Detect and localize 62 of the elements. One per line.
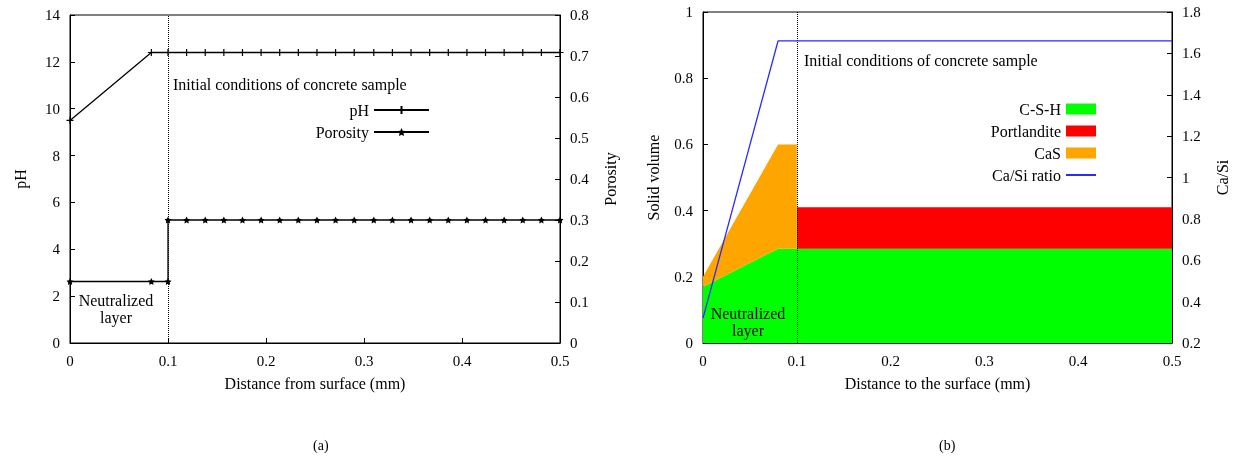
- y2-tick-label: 0: [570, 335, 578, 351]
- legend-label: Portlandite: [990, 122, 1061, 140]
- x-tick-label: 0.5: [1162, 352, 1182, 369]
- x-tick-label: 0.4: [452, 352, 472, 369]
- y2-tick-label: 0.7: [570, 48, 590, 64]
- y-tick-label: 2: [52, 288, 60, 305]
- x-tick-label: 0: [699, 352, 707, 369]
- y-tick-label: 0.8: [674, 70, 693, 87]
- y2-tick-label: 1.6: [1182, 45, 1202, 62]
- x-tick-label: 0.5: [550, 352, 570, 369]
- legend-label: Ca/Si ratio: [992, 166, 1061, 184]
- y2-tick-label: 0.8: [570, 7, 589, 23]
- legend-label: C-S-H: [1019, 100, 1062, 118]
- y2-tick-label: 0.2: [570, 253, 589, 269]
- y2-axis-title: Porosity: [601, 152, 620, 206]
- y2-tick-label: 0.1: [570, 294, 589, 310]
- y2-tick-label: 0.4: [1182, 293, 1202, 310]
- x-tick-label: 0.1: [158, 352, 178, 369]
- y-tick-label: 0: [685, 335, 693, 351]
- y-axis-title: pH: [11, 168, 30, 189]
- legend-label: Porosity: [315, 123, 369, 142]
- y2-tick-label: 1: [1182, 169, 1190, 186]
- annotation: Initial conditions of concrete sample: [804, 52, 1038, 70]
- annotation: Neutralized layer: [710, 305, 786, 340]
- legend-label: CaS: [1034, 144, 1061, 162]
- legend-label: pH: [349, 101, 370, 120]
- y2-tick-label: 1.4: [1182, 86, 1202, 103]
- y2-tick-label: 0.6: [570, 89, 590, 105]
- y-axis-title: Solid volume: [644, 134, 662, 221]
- y-tick-label: 12: [45, 53, 60, 70]
- x-tick-label: 0.2: [881, 352, 900, 369]
- y-tick-label: 10: [45, 100, 60, 117]
- annotation: Neutralized layer: [78, 292, 154, 327]
- y-tick-label: 4: [52, 241, 61, 258]
- y-tick-label: 0.2: [674, 268, 693, 285]
- y2-tick-label: 0.4: [570, 171, 590, 187]
- y-tick-label: 1: [685, 4, 693, 20]
- y-tick-label: 0.6: [674, 136, 694, 153]
- y2-axis-title: Ca/Si: [1213, 159, 1231, 196]
- x-tick-label: 0.2: [256, 352, 276, 369]
- y2-tick-label: 0.8: [1182, 210, 1201, 227]
- text: (b): [939, 438, 956, 454]
- x-tick-label: 0.3: [975, 352, 994, 369]
- y-tick-label: 0.4: [674, 202, 694, 219]
- x-axis-title: Distance to the surface (mm): [844, 374, 1031, 393]
- y-tick-label: 14: [45, 7, 61, 23]
- y-tick-label: 6: [52, 194, 61, 211]
- text: (a): [313, 438, 329, 454]
- y2-tick-label: 1.8: [1182, 4, 1201, 20]
- y2-tick-label: 0.2: [1182, 335, 1201, 351]
- x-tick-label: 0.4: [1068, 352, 1089, 369]
- y2-tick-label: 1.2: [1182, 128, 1201, 145]
- x-tick-label: 0.1: [787, 352, 807, 369]
- x-axis-title: Distance from surface (mm): [224, 374, 406, 393]
- y-tick-label: 8: [52, 147, 60, 164]
- y2-tick-label: 0.3: [570, 212, 589, 228]
- annotation: Initial conditions of concrete sample: [173, 76, 407, 94]
- y-tick-label: 0: [52, 335, 60, 351]
- y2-tick-label: 0.5: [570, 130, 589, 146]
- x-tick-label: 0.3: [354, 352, 374, 369]
- y2-tick-label: 0.6: [1182, 252, 1202, 269]
- x-tick-label: 0: [66, 352, 74, 369]
